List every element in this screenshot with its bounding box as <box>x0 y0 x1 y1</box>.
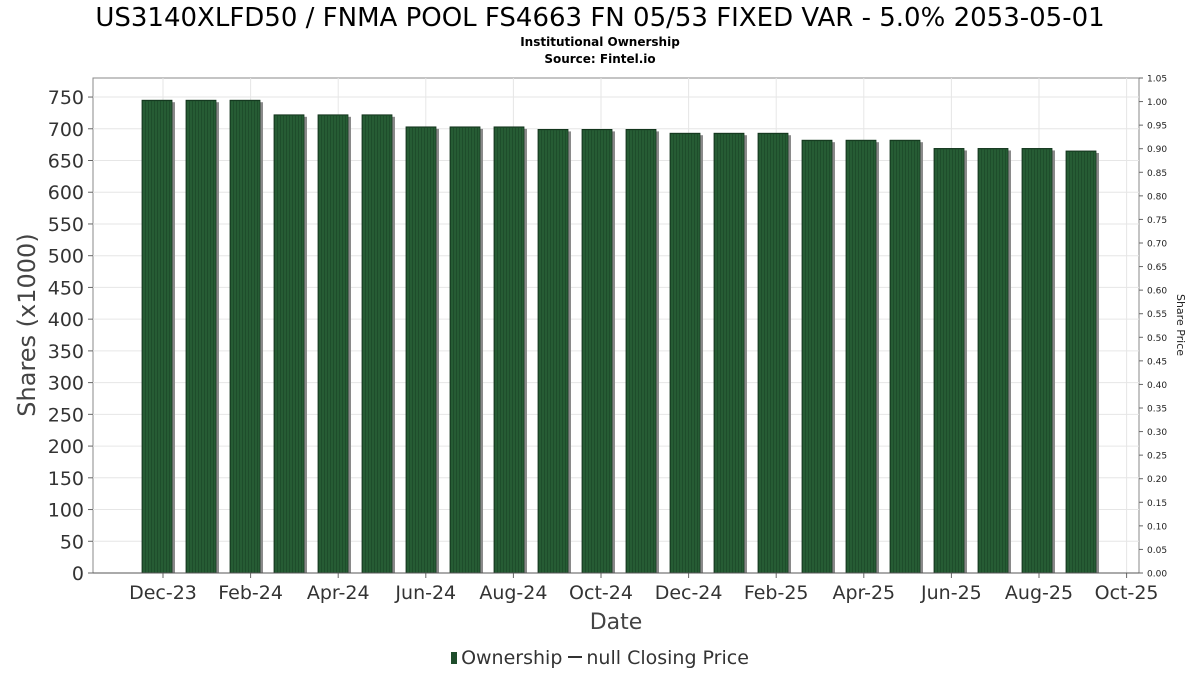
y2-tick-label: 0.60 <box>1147 287 1167 297</box>
price-legend-line <box>568 656 583 658</box>
x-axis-label: Date <box>590 610 643 635</box>
x-tick-label: Dec-24 <box>655 582 723 604</box>
y2-tick-label: 0.35 <box>1147 405 1167 415</box>
y2-tick-label: 0.50 <box>1147 334 1167 344</box>
x-tick-label: Oct-24 <box>569 582 633 604</box>
x-tick-label: Aug-25 <box>1005 582 1073 604</box>
x-tick-label: Aug-24 <box>479 582 547 604</box>
y2-tick-label: 0.80 <box>1147 192 1167 202</box>
y2-tick-label: 0.30 <box>1147 428 1167 438</box>
y-tick-label: 650 <box>48 151 84 173</box>
y-tick-label: 750 <box>48 87 84 109</box>
y2-tick-label: 0.10 <box>1147 522 1167 532</box>
chart-subtitle: Institutional Ownership <box>520 35 680 49</box>
x-tick-label: Jun-24 <box>394 582 456 604</box>
y2-tick-label: 0.65 <box>1147 263 1167 273</box>
x-tick-label: Feb-25 <box>744 582 809 604</box>
y2-tick-label: 0.20 <box>1147 475 1167 485</box>
y-tick-label: 500 <box>48 246 84 268</box>
chart-source: Source: Fintel.io <box>544 52 656 66</box>
ownership-legend-swatch <box>451 652 458 664</box>
y2-tick-label: 0.90 <box>1147 145 1167 155</box>
y2-tick-label: 0.40 <box>1147 381 1167 391</box>
y-tick-label: 200 <box>48 436 84 458</box>
y-tick-label: 300 <box>48 373 84 395</box>
legend: Ownership null Closing Price <box>0 647 1200 669</box>
y-tick-label: 50 <box>60 531 84 553</box>
x-tick-label: Dec-23 <box>129 582 197 604</box>
legend-price-label: null Closing Price <box>586 647 749 669</box>
y2-tick-label: 0.70 <box>1147 240 1167 250</box>
y2-tick-label: 1.05 <box>1147 75 1167 85</box>
y-axis-label: Shares (x1000) <box>13 233 41 416</box>
y-tick-label: 400 <box>48 309 84 331</box>
y2-tick-label: 1.00 <box>1147 98 1167 108</box>
y-tick-label: 700 <box>48 119 84 141</box>
x-tick-label: Feb-24 <box>218 582 283 604</box>
x-tick-label: Jun-25 <box>920 582 982 604</box>
y2-axis-label: Share Price <box>1174 294 1187 356</box>
y2-tick-label: 0.15 <box>1147 499 1167 509</box>
y2-tick-label: 0.85 <box>1147 169 1167 179</box>
chart-title: US3140XLFD50 / FNMA POOL FS4663 FN 05/53… <box>95 3 1105 33</box>
y2-tick-label: 0.75 <box>1147 216 1167 226</box>
legend-ownership-label: Ownership <box>461 647 563 669</box>
y2-tick-label: 0.00 <box>1147 570 1167 580</box>
x-tick-label: Apr-25 <box>832 582 895 604</box>
y2-tick-label: 0.45 <box>1147 357 1167 367</box>
y2-tick-label: 0.25 <box>1147 452 1167 462</box>
y-tick-label: 350 <box>48 341 84 363</box>
y2-tick-label: 0.05 <box>1147 546 1167 556</box>
y-tick-label: 0 <box>72 563 84 585</box>
y-tick-label: 150 <box>48 468 84 490</box>
y2-tick-label: 0.55 <box>1147 310 1167 320</box>
y-tick-label: 550 <box>48 214 84 236</box>
y-tick-label: 600 <box>48 182 84 204</box>
y2-tick-label: 0.95 <box>1147 122 1167 132</box>
y-tick-label: 450 <box>48 277 84 299</box>
y-tick-label: 250 <box>48 404 84 426</box>
y-tick-label: 100 <box>48 500 84 522</box>
x-tick-label: Oct-25 <box>1095 582 1159 604</box>
x-tick-label: Apr-24 <box>307 582 370 604</box>
